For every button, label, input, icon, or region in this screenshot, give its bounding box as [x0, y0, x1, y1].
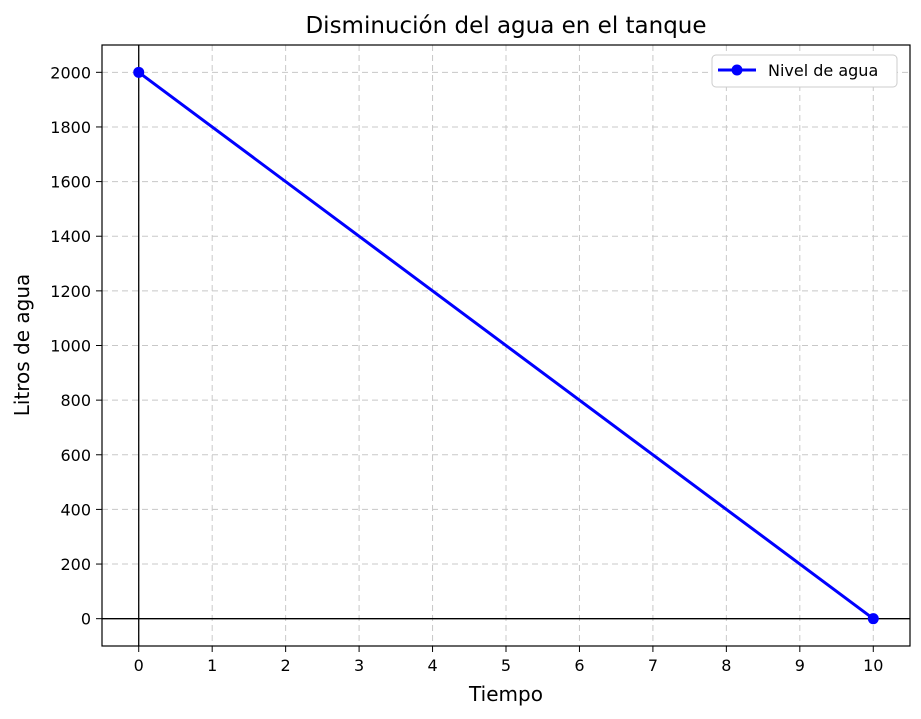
x-tick-label: 2: [281, 656, 291, 675]
x-tick-label: 4: [427, 656, 437, 675]
y-tick-label: 1200: [50, 282, 91, 301]
y-tick-label: 400: [60, 500, 91, 519]
x-tick-label: 9: [795, 656, 805, 675]
legend-series-label: Nivel de agua: [768, 61, 878, 80]
x-axis-label: Tiempo: [468, 682, 543, 706]
series-line: [137, 71, 875, 620]
y-tick-label: 1400: [50, 227, 91, 246]
y-tick-label: 2000: [50, 63, 91, 82]
y-tick-label: 800: [60, 391, 91, 410]
legend: Nivel de agua: [711, 54, 898, 88]
legend-box: [711, 54, 898, 88]
y-tick-label: 1600: [50, 173, 91, 192]
y-tick-label: 0: [81, 610, 91, 629]
grid-lines: [102, 45, 910, 646]
data-point: [867, 613, 879, 625]
y-axis-label: Litros de agua: [10, 274, 34, 417]
x-tick-label: 3: [354, 656, 364, 675]
x-tick-label: 6: [574, 656, 584, 675]
data-point: [133, 66, 145, 78]
y-tick-label: 1000: [50, 337, 91, 356]
y-tick-label: 600: [60, 446, 91, 465]
x-tick-label: 10: [863, 656, 883, 675]
x-tick-label: 1: [207, 656, 217, 675]
reference-lines: [102, 45, 910, 646]
x-tick-label: 0: [134, 656, 144, 675]
y-axis-ticks: 0 200 400 600 800 1000 1200 1400 1600 1800 2000: [50, 63, 102, 629]
series-layer: [133, 66, 879, 625]
x-axis-ticks: 0 1 2 3 4 5 6 7 8 9 10: [134, 646, 883, 675]
x-tick-label: 7: [648, 656, 658, 675]
chart-title: Disminución del agua en el tanque: [305, 13, 706, 39]
x-tick-label: 5: [501, 656, 511, 675]
x-tick-label: 8: [721, 656, 731, 675]
y-tick-label: 200: [60, 555, 91, 574]
y-tick-label: 1800: [50, 118, 91, 137]
legend-series-marker: [731, 64, 743, 76]
